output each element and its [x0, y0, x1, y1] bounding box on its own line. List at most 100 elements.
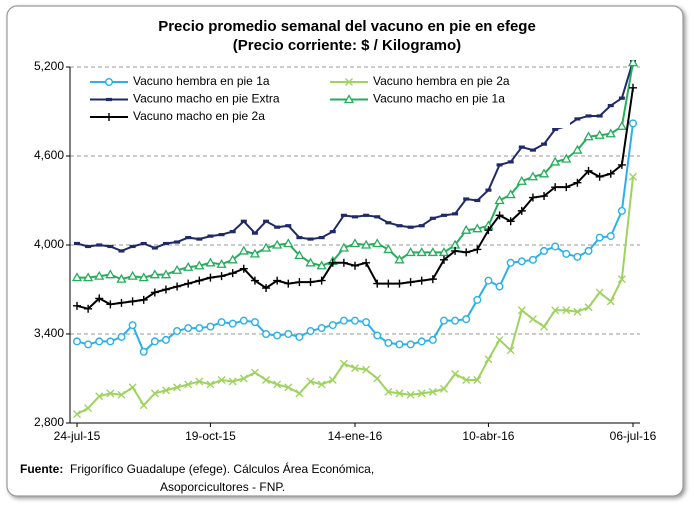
data-point [372, 238, 383, 248]
data-point [296, 235, 303, 240]
data-point [362, 365, 371, 374]
data-point [294, 250, 305, 260]
data-point [407, 225, 414, 229]
data-point [495, 211, 504, 220]
data-point [184, 324, 193, 333]
data-point [339, 316, 348, 325]
data-point [349, 238, 361, 248]
data-point [207, 234, 214, 238]
data-point [117, 298, 126, 307]
data-point [151, 246, 158, 250]
data-point [85, 244, 92, 249]
data-point [84, 340, 93, 349]
data-point [128, 321, 137, 330]
source-line: Asoporcicultores - FNP. [160, 480, 285, 494]
data-point [562, 249, 571, 258]
data-point [262, 284, 271, 293]
data-point [285, 224, 292, 228]
data-point [95, 294, 104, 303]
data-point [627, 60, 639, 67]
data-point [161, 386, 170, 395]
data-point [518, 145, 525, 149]
data-point [618, 96, 625, 100]
data-point [173, 383, 182, 392]
legend-marker [343, 94, 355, 104]
data-point [305, 257, 316, 267]
data-point [528, 193, 537, 202]
data-point [360, 239, 372, 249]
data-point [238, 245, 249, 255]
data-point [605, 128, 616, 138]
data-point [317, 324, 326, 333]
source-label: Fuente: [20, 462, 63, 476]
data-point [216, 258, 227, 268]
data-point [395, 340, 404, 349]
data-point [607, 103, 614, 108]
data-point [149, 269, 160, 279]
x-tick-label: 06-jul-16 [610, 429, 657, 443]
data-point [284, 330, 293, 339]
data-point [173, 282, 182, 291]
data-point [249, 248, 261, 258]
data-point [273, 380, 282, 389]
legend-label: Vacuno macho en pie 1a [373, 92, 505, 106]
y-tick-label: 2,800 [34, 415, 64, 429]
data-point [540, 246, 549, 255]
data-point [73, 301, 81, 310]
data-point [406, 390, 415, 399]
data-point [406, 278, 415, 287]
data-point [362, 318, 371, 327]
data-point [352, 215, 358, 219]
data-point [451, 246, 460, 255]
data-point [363, 213, 370, 217]
data-point [583, 131, 594, 141]
data-point [96, 243, 103, 247]
data-point [452, 212, 459, 216]
data-point [417, 337, 426, 346]
data-point [339, 258, 348, 267]
data-point [541, 142, 548, 146]
data-point [395, 389, 404, 398]
data-point [472, 223, 483, 233]
data-point [196, 237, 203, 241]
legend-label: Vacuno macho en pie 2a [133, 109, 265, 123]
data-point [551, 242, 560, 251]
data-point [462, 315, 471, 324]
data-point [250, 318, 259, 327]
data-point [428, 387, 437, 396]
data-point [138, 272, 149, 282]
data-point [283, 238, 294, 248]
data-point [260, 242, 272, 252]
data-point [595, 288, 604, 297]
data-point [617, 160, 626, 169]
data-point [405, 247, 416, 257]
data-point [395, 279, 404, 288]
data-point [616, 121, 628, 130]
legend-marker [345, 78, 353, 86]
data-point [629, 172, 637, 181]
data-point [206, 273, 215, 282]
data-point [274, 225, 281, 229]
data-point [84, 304, 93, 313]
data-point [473, 375, 482, 384]
data-point [340, 213, 347, 217]
data-point [205, 257, 216, 267]
data-point [540, 322, 549, 331]
data-point [160, 269, 172, 279]
data-point [617, 275, 626, 284]
data-point [106, 389, 115, 398]
data-point [161, 335, 170, 344]
data-point [107, 244, 114, 249]
data-point [573, 178, 582, 187]
data-point [173, 327, 182, 336]
data-point [95, 337, 104, 346]
data-point [473, 295, 482, 304]
data-point [306, 278, 315, 287]
data-point [383, 244, 394, 254]
data-point [394, 254, 405, 264]
y-tick-label: 5,200 [34, 59, 64, 73]
x-tick-label: 24-jul-15 [54, 429, 101, 443]
data-point [584, 166, 593, 175]
data-point [272, 239, 283, 249]
data-point [116, 273, 127, 283]
